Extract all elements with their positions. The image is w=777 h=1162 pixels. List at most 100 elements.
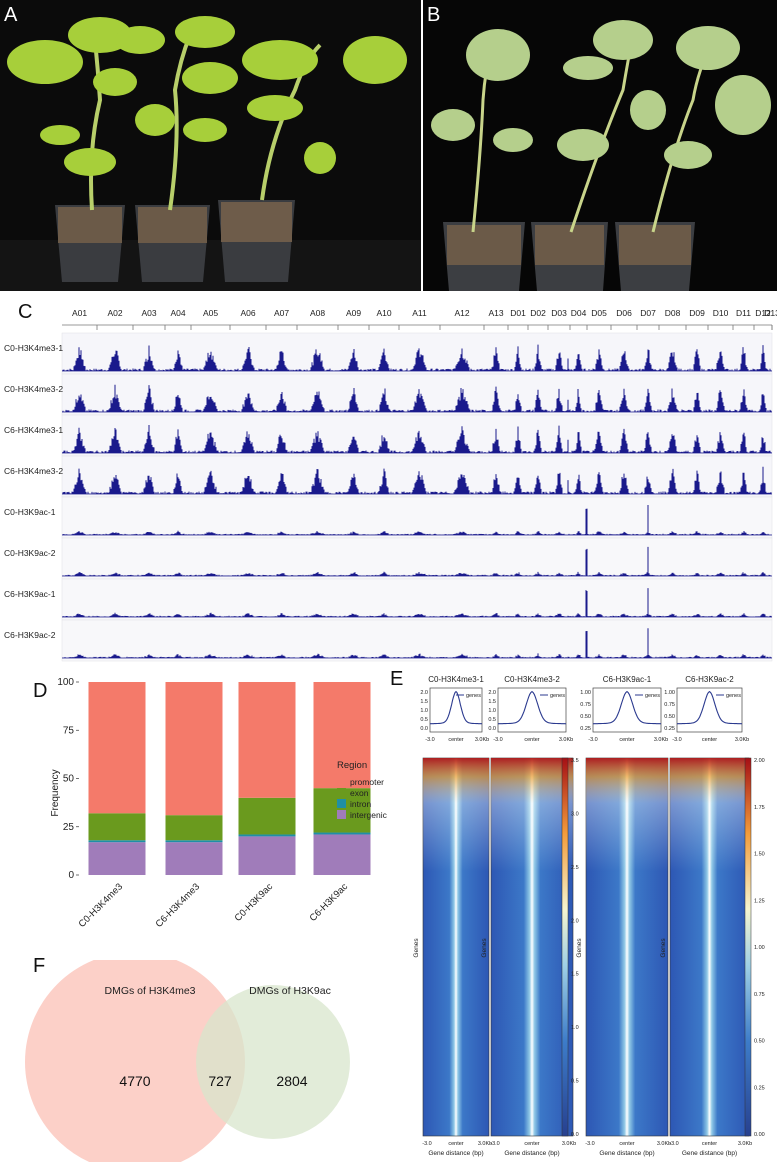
y-tick-label: 50 xyxy=(63,774,75,785)
heatmap-x-tick: -3.0 xyxy=(490,1141,499,1147)
bar-segment-exon xyxy=(165,815,223,841)
chromosome-label: A11 xyxy=(412,308,427,318)
chromosome-label: A12 xyxy=(454,308,470,318)
chromosome-label: D07 xyxy=(640,308,656,318)
chromosome-label: A05 xyxy=(202,308,219,318)
track-background xyxy=(61,619,773,662)
venn-circle-h3k9ac xyxy=(196,985,350,1139)
colorbar-tick: 3.0 xyxy=(571,811,579,817)
chromosome-label: A09 xyxy=(345,308,362,318)
heatmap-y-label: Genes xyxy=(413,938,420,958)
heatmap-x-tick: center xyxy=(448,1141,463,1147)
heatmap-x-tick: -3.0 xyxy=(422,1141,431,1147)
legend-label: exon xyxy=(350,788,369,798)
profile-x-tick: 3.0Kb xyxy=(735,737,749,743)
track-label: C0-H3K4me3-2 xyxy=(4,384,64,394)
profile-x-tick: -3.0 xyxy=(493,737,502,743)
profile-heatmaps: C0-H3K4me3-1 0.0 0.5 1.0 1.5 2.0 genes -3.0 cent… xyxy=(413,675,765,1157)
pot xyxy=(615,222,695,291)
track-label: C6-H3K4me3-1 xyxy=(4,425,64,435)
track-label: C0-H3K9ac-1 xyxy=(4,507,56,517)
profile-title: C6-H3K9ac-2 xyxy=(685,675,734,684)
legend-swatch xyxy=(337,788,346,797)
bar-segment-intergenic xyxy=(238,836,296,875)
heatmap-x-tick: -3.0 xyxy=(669,1141,678,1147)
profile-y-tick: 0.25 xyxy=(580,726,591,732)
bar-segment-exon xyxy=(88,813,146,841)
profile-frame xyxy=(497,687,567,733)
profile-x-tick: 3.0Kb xyxy=(654,737,668,743)
photo-panel-a xyxy=(0,0,421,291)
bar-segment-intergenic xyxy=(165,842,223,875)
chromosome-label: D11 xyxy=(736,308,751,318)
venn-right-count: 2804 xyxy=(276,1073,307,1089)
chromosome-label: D02 xyxy=(530,308,546,318)
profile-legend-label: genes xyxy=(726,693,741,699)
track-background xyxy=(61,578,773,621)
colorbar-tick: 2.5 xyxy=(571,865,579,871)
colorbar-tick: 1.25 xyxy=(754,898,765,904)
colorbar-tick: 0.00 xyxy=(754,1132,765,1138)
colorbar-tick: 0.5 xyxy=(571,1079,579,1085)
chromosome-label: D04 xyxy=(570,308,587,318)
heatmap-x-label: Gene distance (bp) xyxy=(428,1150,483,1157)
panel-label-a: A xyxy=(4,4,18,26)
profile-y-tick: 0.75 xyxy=(664,702,675,708)
pot xyxy=(55,205,125,282)
pot xyxy=(218,200,295,282)
panel-label-c: C xyxy=(18,301,33,323)
bar-segment-exon xyxy=(238,797,296,835)
heatmap-top-overlay xyxy=(670,758,749,1136)
heatmap-y-label: Genes xyxy=(576,938,583,958)
colorbar xyxy=(744,757,752,1137)
heatmap-y-label: Genes xyxy=(660,938,667,958)
y-tick-label: 0 xyxy=(68,870,74,881)
profile-y-tick: 0.75 xyxy=(580,702,591,708)
track-label: C6-H3K9ac-1 xyxy=(4,589,56,599)
heatmap-x-tick: center xyxy=(524,1141,539,1147)
chromosome-label: D09 xyxy=(689,308,705,318)
profile-x-tick: center xyxy=(702,737,717,743)
profile-frame xyxy=(676,687,743,733)
region-frequency-chart: Frequency 0 25 50 75 100 C0-H3K4me3 C6-H3K4me3 C… xyxy=(50,677,388,930)
profile-y-tick: 0.25 xyxy=(664,726,675,732)
colorbar-tick: 1.00 xyxy=(754,945,765,951)
colorbar-tick: 3.5 xyxy=(571,758,579,764)
track-background xyxy=(61,537,773,580)
y-tick-label: 100 xyxy=(57,677,74,688)
chromosome-label: D10 xyxy=(712,308,729,318)
profile-legend-label: genes xyxy=(550,693,565,699)
panel-label-f: F xyxy=(33,955,46,977)
y-tick-label: 75 xyxy=(63,725,75,736)
profile-y-tick: 1.5 xyxy=(488,699,496,705)
profile-legend-label: genes xyxy=(466,693,481,699)
profile-x-tick: 3.0Kb xyxy=(559,737,573,743)
profile-x-tick: center xyxy=(524,737,539,743)
profile-legend-label: genes xyxy=(645,693,660,699)
heatmap-top-overlay xyxy=(491,758,573,1136)
legend-swatch xyxy=(337,777,346,786)
chromosome-label: A01 xyxy=(71,308,88,318)
profile-frame xyxy=(592,687,662,733)
heatmap-top-overlay xyxy=(586,758,668,1136)
heatmap-x-tick: 3.0Kb xyxy=(478,1141,492,1147)
heatmap-x-tick: center xyxy=(702,1141,717,1147)
profile-y-tick: 0.0 xyxy=(420,726,428,732)
chromosome-label: D01 xyxy=(510,308,526,318)
profile-y-tick: 0.5 xyxy=(488,717,496,723)
profile-curve xyxy=(429,690,483,725)
venn-title-left: DMGs of H3K4me3 xyxy=(104,985,195,997)
legend-label: intergenic xyxy=(350,810,388,820)
heatmap-y-label: Genes xyxy=(481,938,488,958)
chromosome-label: D06 xyxy=(616,308,632,318)
chromosome-label: A04 xyxy=(170,308,186,318)
panel-label-d: D xyxy=(33,680,48,702)
heatmap-x-tick: 3.0Kb xyxy=(738,1141,752,1147)
bar-segment-promoter xyxy=(165,682,223,816)
heatmap-x-tick: 3.0Kb xyxy=(657,1141,671,1147)
track-label: C0-H3K4me3-1 xyxy=(4,343,64,353)
colorbar-tick: 2.0 xyxy=(571,918,579,924)
profile-title: C6-H3K9ac-1 xyxy=(603,675,652,684)
profile-x-tick: -3.0 xyxy=(672,737,681,743)
